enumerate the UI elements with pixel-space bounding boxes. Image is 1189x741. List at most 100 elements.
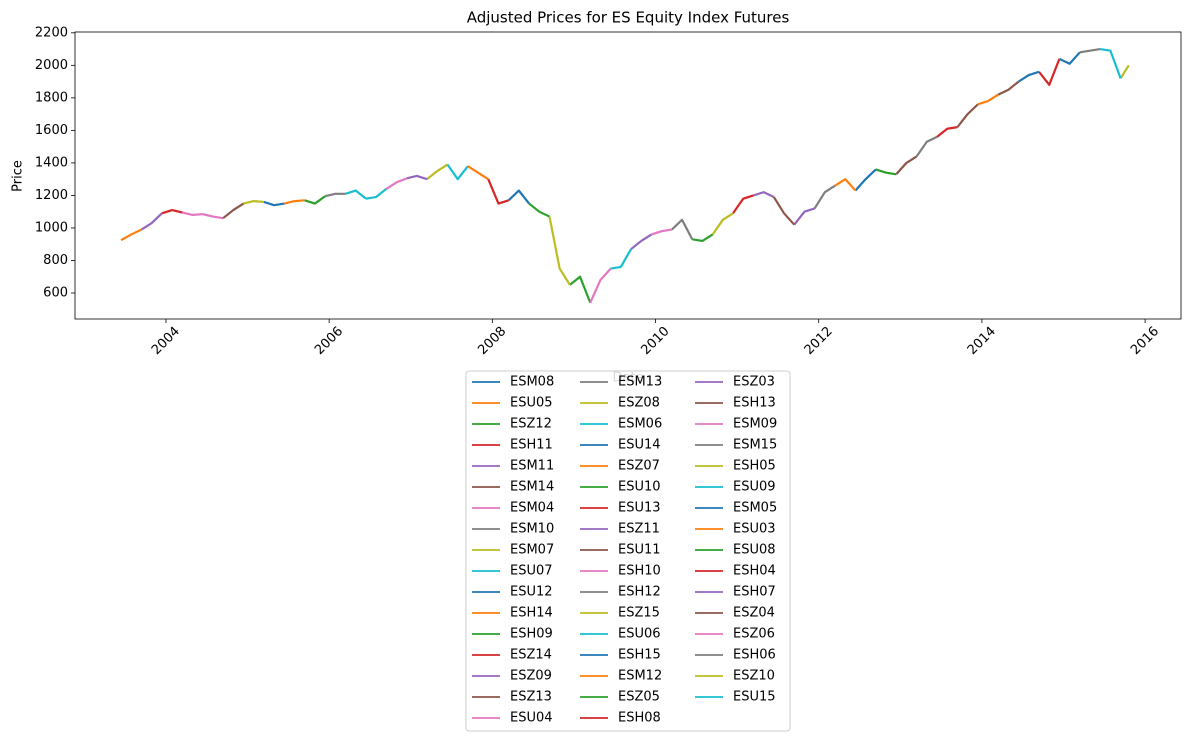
series-line (467, 165, 489, 181)
legend-label: ESZ03 (733, 375, 775, 390)
series-line (711, 212, 734, 236)
legend-label: ESU10 (618, 480, 661, 495)
series-line (977, 93, 999, 106)
series-line (243, 200, 264, 205)
series-line (772, 196, 796, 226)
series-line (182, 211, 203, 217)
legend-label: ESU11 (618, 543, 661, 558)
legend-label: ESU15 (733, 690, 776, 705)
legend-label: ESM15 (733, 438, 777, 453)
y-axis-label: Price (11, 160, 26, 192)
legend: ESM08 ESU05 ESZ12 ESH11 ESM11 ESM14 ESM04 ESM10… (465, 370, 791, 732)
legend-label: ESZ08 (618, 396, 660, 411)
legend-label: ESM13 (618, 375, 662, 390)
series-line (406, 174, 428, 181)
series-line (528, 202, 550, 218)
legend-label: ESM11 (510, 459, 554, 474)
x-tick-label: 2016 (1128, 324, 1162, 358)
series-line (793, 207, 815, 226)
y-tick-label: 1000 (35, 220, 68, 235)
legend-label: ESZ05 (618, 690, 660, 705)
legend-label: ESH12 (618, 585, 661, 600)
series-line (692, 233, 714, 243)
y-tick-label: 1200 (35, 188, 68, 203)
legend-label: ESZ07 (618, 459, 660, 474)
legend-label: ESH07 (733, 585, 776, 600)
legend-label: ESH05 (733, 459, 776, 474)
legend-label: ESU07 (510, 564, 553, 579)
legend-label: ESM10 (510, 522, 554, 537)
legend-label: ESM07 (510, 543, 554, 558)
y-tick-label: 2000 (35, 58, 68, 73)
series-line (1119, 64, 1130, 79)
series-line (875, 168, 897, 176)
series-line (956, 103, 979, 128)
legend-box (465, 370, 791, 732)
y-tick-label: 600 (43, 285, 68, 300)
series-line (426, 163, 449, 181)
legend-label: ESU04 (510, 711, 553, 726)
legend-label: ESZ14 (510, 648, 552, 663)
legend-label: ESM08 (510, 375, 554, 390)
y-tick-label: 1600 (35, 123, 68, 138)
series-line (161, 208, 183, 215)
legend-label: ESH14 (510, 606, 553, 621)
series-line (324, 192, 346, 198)
legend-label: ESU12 (510, 585, 553, 600)
chart-title: Adjusted Prices for ES Equity Index Futu… (467, 9, 790, 27)
plot-area (120, 47, 1130, 304)
series-line (202, 213, 224, 220)
legend-label: ESZ09 (510, 669, 552, 684)
legend-label: ESM05 (733, 501, 777, 516)
series-line (610, 248, 633, 270)
legend-label: ESZ13 (510, 690, 552, 705)
series-line (732, 194, 754, 214)
legend-label: ESH15 (618, 648, 661, 663)
axes-frame (74, 31, 1182, 320)
series-line (446, 163, 469, 181)
series-line (753, 191, 775, 199)
legend-label: ESH08 (618, 711, 661, 726)
series-line (304, 195, 326, 205)
series-line (813, 184, 836, 210)
legend-label: ESU06 (618, 627, 661, 642)
series-line (1100, 47, 1122, 79)
legend-label: ESU14 (618, 438, 661, 453)
series-line (263, 200, 285, 207)
legend-label: ESM12 (618, 669, 662, 684)
legend-label: ESZ04 (733, 606, 775, 621)
series-line (507, 189, 530, 205)
series-line (569, 275, 592, 304)
y-tick-label: 2200 (35, 25, 68, 40)
series-line (487, 178, 510, 205)
legend-label: ESM04 (510, 501, 554, 516)
series-line (284, 199, 305, 205)
legend-label: ESU03 (733, 522, 776, 537)
series-line (589, 267, 612, 304)
series-line (630, 233, 653, 250)
legend-label: ESU13 (618, 501, 661, 516)
series-line (895, 155, 918, 176)
legend-label: ESM09 (733, 417, 777, 432)
x-tick-label: 2008 (475, 324, 509, 358)
x-tick-label: 2004 (149, 324, 183, 358)
series-line (854, 168, 877, 192)
x-tick-label: 2010 (639, 324, 673, 358)
x-tick-label: 2006 (312, 324, 346, 358)
series-line (345, 189, 367, 200)
series-line (548, 216, 571, 286)
series-line (385, 177, 408, 190)
legend-label: ESH04 (733, 564, 776, 579)
legend-label: ESH09 (510, 627, 553, 642)
x-tick-label: 2012 (802, 324, 836, 358)
series-line (140, 212, 163, 231)
legend-label: ESU09 (733, 480, 776, 495)
x-tick-label: 2014 (965, 324, 999, 358)
legend-label: ESM06 (618, 417, 662, 432)
series-line (915, 135, 938, 158)
series-line (936, 126, 958, 138)
legend-label: ESZ15 (618, 606, 660, 621)
series-line (1058, 51, 1081, 65)
legend-label: ESH13 (733, 396, 776, 411)
